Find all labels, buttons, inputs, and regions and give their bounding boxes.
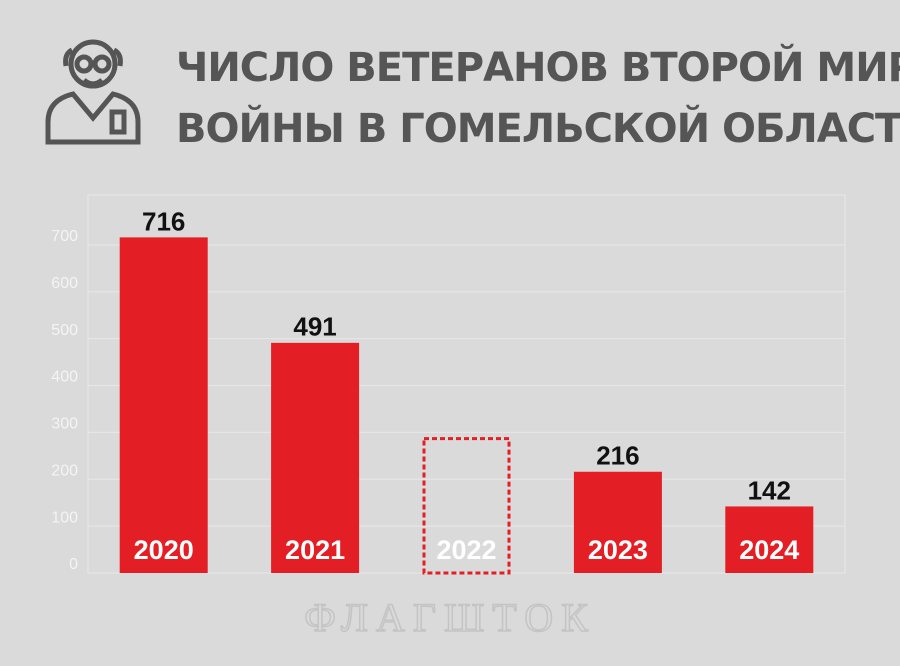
y-tick-label: 100 [51, 509, 78, 526]
veteran-icon [45, 39, 141, 145]
chart-title: ВОЙНЫ В ГОМЕЛЬСКОЙ ОБЛАСТИ [176, 104, 900, 152]
chart-title: ЧИСЛО ВЕТЕРАНОВ ВТОРОЙ МИРОВОЙ [176, 43, 900, 91]
y-tick-label: 0 [69, 556, 78, 573]
y-tick-label: 300 [51, 416, 78, 433]
y-tick-label: 700 [51, 228, 78, 245]
bar [271, 342, 360, 573]
value-label: 142 [748, 475, 791, 505]
value-label: 216 [596, 441, 639, 471]
bar [573, 471, 662, 573]
bar [725, 506, 814, 573]
x-tick-label: 2024 [739, 535, 799, 565]
value-label: 716 [142, 206, 185, 236]
y-tick-label: 500 [51, 322, 78, 339]
x-tick-label: 2021 [285, 535, 345, 565]
bar [119, 237, 208, 573]
x-tick-label: 2020 [134, 535, 194, 565]
value-label: 491 [293, 312, 336, 342]
x-tick-label: 2022 [436, 535, 496, 565]
watermark: ФЛАГШТОК [304, 595, 596, 640]
bar [422, 437, 511, 575]
y-tick-label: 400 [51, 369, 78, 386]
y-tick-label: 200 [51, 462, 78, 479]
y-tick-label: 600 [51, 275, 78, 292]
x-tick-label: 2023 [588, 535, 648, 565]
